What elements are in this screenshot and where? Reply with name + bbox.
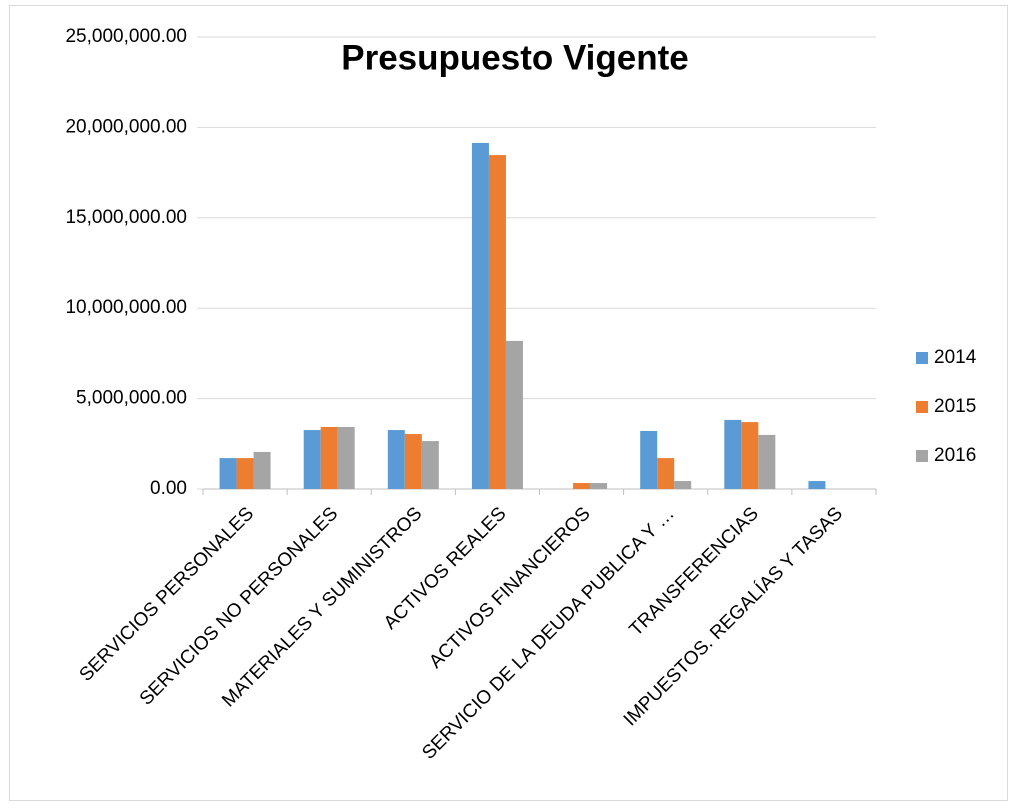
bar xyxy=(505,340,523,489)
legend-label: 2015 xyxy=(934,396,976,417)
bar xyxy=(421,441,439,489)
y-tick-label: 5,000,000.00 xyxy=(76,388,187,409)
y-tick-label: 25,000,000.00 xyxy=(65,26,187,47)
legend-swatch xyxy=(916,450,928,462)
bar xyxy=(236,458,254,489)
bar xyxy=(471,142,489,490)
legend-label: 2014 xyxy=(934,347,977,368)
bar xyxy=(808,481,826,489)
legend-swatch xyxy=(916,352,928,364)
bar xyxy=(640,430,658,489)
bar xyxy=(674,481,692,489)
bar xyxy=(320,426,338,489)
y-tick-label: 0.00 xyxy=(150,478,187,499)
bar xyxy=(590,483,608,489)
bar xyxy=(741,422,759,489)
chart-title: Presupuesto Vigente xyxy=(341,38,689,77)
bar xyxy=(253,451,271,489)
bar xyxy=(387,430,405,489)
bar xyxy=(488,155,506,490)
legend-swatch xyxy=(916,401,928,413)
bar xyxy=(303,430,321,489)
y-tick-label: 20,000,000.00 xyxy=(65,116,187,137)
bar xyxy=(758,434,776,489)
y-tick-label: 10,000,000.00 xyxy=(65,297,187,318)
bar xyxy=(573,483,591,489)
legend-label: 2016 xyxy=(934,445,976,466)
bar xyxy=(657,458,675,489)
bar xyxy=(219,458,237,489)
bar xyxy=(404,434,422,489)
y-tick-label: 15,000,000.00 xyxy=(65,207,187,228)
bar xyxy=(724,419,742,489)
bar xyxy=(337,426,355,489)
